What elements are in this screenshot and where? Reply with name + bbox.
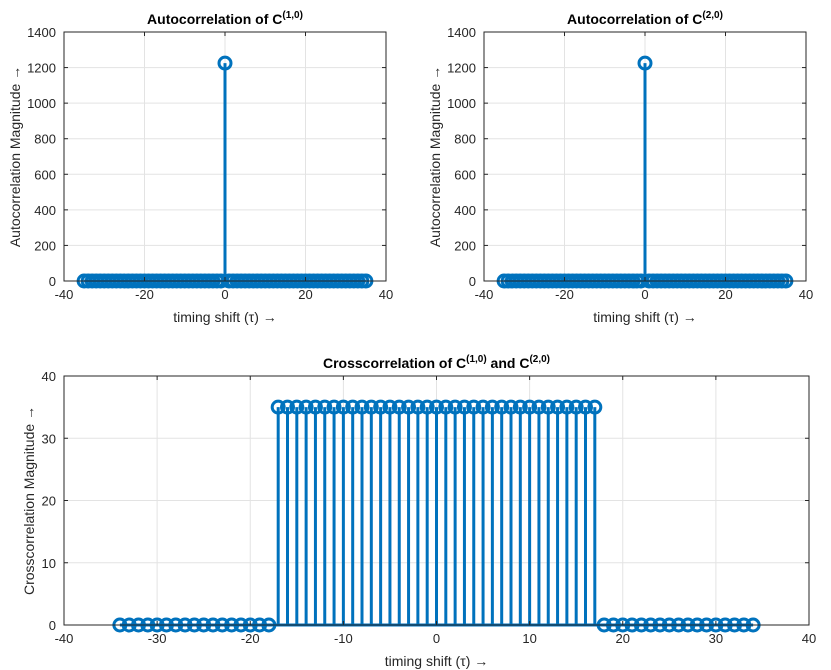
y-tick-label: 1200 (27, 61, 56, 76)
x-tick-label: 30 (709, 631, 723, 646)
y-axis-label: Autocorrelation Magnitude → (427, 66, 443, 247)
x-tick-label: -20 (241, 631, 260, 646)
stem-marker (456, 399, 472, 415)
chart-1: -40 -20 0 20 400200400600800100012001400Auto… (7, 10, 393, 325)
y-tick-label: 0 (469, 274, 476, 289)
stem-marker (587, 399, 603, 415)
chart-title: Autocorrelation of C(1,0) (147, 10, 303, 27)
y-tick-label: 20 (42, 494, 56, 509)
stem-marker (438, 399, 454, 415)
y-tick-label: 400 (34, 203, 56, 218)
x-tick-label: 0 (641, 287, 648, 302)
stem-marker (382, 399, 398, 415)
x-tick-label: -40 (55, 631, 74, 646)
stem-marker (568, 399, 584, 415)
stem-marker (475, 399, 491, 415)
stem-marker (503, 399, 519, 415)
stem-marker (447, 399, 463, 415)
y-tick-label: 600 (454, 167, 476, 182)
stem-marker (335, 399, 351, 415)
x-tick-label: -10 (334, 631, 353, 646)
y-tick-label: 1000 (27, 96, 56, 111)
y-tick-label: 400 (454, 203, 476, 218)
y-axis-label: Crosscorrelation Magnitude → (21, 406, 37, 595)
stem-marker (484, 399, 500, 415)
x-tick-label: 0 (433, 631, 440, 646)
stem-marker (354, 399, 370, 415)
x-tick-label: 20 (616, 631, 630, 646)
stem-marker (559, 399, 575, 415)
x-tick-label: 40 (802, 631, 816, 646)
y-tick-label: 200 (34, 238, 56, 253)
stem-marker (307, 399, 323, 415)
x-tick-label: 40 (799, 287, 813, 302)
stem-marker (494, 399, 510, 415)
y-tick-label: 800 (34, 132, 56, 147)
stem-marker (270, 399, 286, 415)
y-tick-label: 1000 (447, 96, 476, 111)
stem-marker (410, 399, 426, 415)
stem-marker (298, 399, 314, 415)
x-tick-label: -30 (148, 631, 167, 646)
stem-marker (317, 399, 333, 415)
stem-marker (531, 399, 547, 415)
y-tick-label: 800 (454, 132, 476, 147)
stem-marker (363, 399, 379, 415)
stem-marker (550, 399, 566, 415)
y-tick-label: 200 (454, 238, 476, 253)
stem-marker (401, 399, 417, 415)
stem-marker (429, 399, 444, 415)
stem-marker (512, 399, 528, 415)
stem-marker (637, 55, 653, 71)
chart-title: Autocorrelation of C(2,0) (567, 10, 723, 27)
chart-3: -40 -30 -20 -10 0 10 20 30 40 0 10 20 30 40 Crosscorre… (21, 354, 816, 669)
stem-marker (289, 399, 305, 415)
y-tick-label: 0 (49, 618, 56, 633)
x-tick-label: 10 (522, 631, 536, 646)
y-tick-label: 1400 (447, 25, 476, 40)
x-tick-label: -20 (135, 287, 154, 302)
stem-marker (280, 399, 295, 415)
y-tick-label: 0 (49, 274, 56, 289)
stem-marker (466, 399, 482, 415)
stem-marker (391, 399, 407, 415)
x-tick-label: -20 (555, 287, 574, 302)
chart-title: Crosscorrelation of C(1,0) and C(2,0) (323, 354, 550, 371)
stem-marker (578, 399, 593, 415)
x-tick-label: 20 (718, 287, 732, 302)
x-tick-label: 20 (298, 287, 312, 302)
stem-marker (419, 399, 435, 415)
x-axis-label: timing shift (τ) → (593, 309, 697, 325)
y-tick-label: 1400 (27, 25, 56, 40)
stem-marker (345, 399, 361, 415)
y-tick-label: 40 (42, 369, 56, 384)
chart-2: -40 -20 0 20 400200400600800100012001400Auto… (427, 10, 813, 325)
stem-marker (522, 399, 538, 415)
stem-marker (326, 399, 342, 415)
y-tick-label: 1200 (447, 61, 476, 76)
x-tick-label: 40 (379, 287, 393, 302)
x-tick-label: -40 (55, 287, 74, 302)
y-tick-label: 600 (34, 167, 56, 182)
x-tick-label: 0 (221, 287, 228, 302)
stem-marker (217, 55, 233, 71)
y-axis-label: Autocorrelation Magnitude → (7, 66, 23, 247)
x-tick-label: -40 (475, 287, 494, 302)
stem-marker (373, 399, 389, 415)
y-tick-label: 10 (42, 556, 56, 571)
y-tick-label: 30 (42, 431, 56, 446)
x-axis-label: timing shift (τ) → (173, 309, 277, 325)
stem-marker (540, 399, 556, 415)
x-axis-label: timing shift (τ) → (385, 653, 489, 669)
